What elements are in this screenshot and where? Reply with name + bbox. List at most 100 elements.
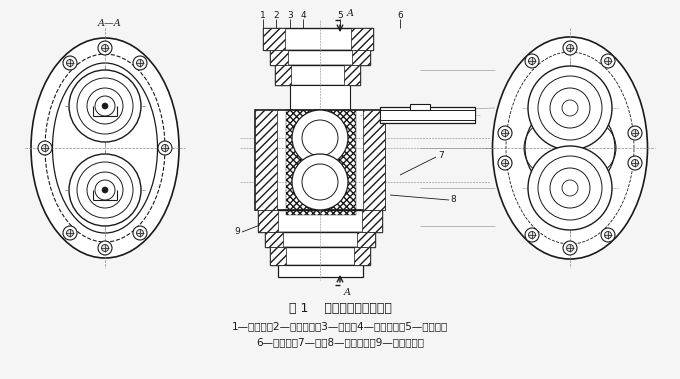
Circle shape <box>158 141 172 155</box>
Bar <box>270 50 288 65</box>
Circle shape <box>133 56 147 70</box>
Circle shape <box>566 44 573 52</box>
Text: 1: 1 <box>260 11 266 20</box>
Ellipse shape <box>31 38 179 258</box>
Bar <box>352 50 370 65</box>
Text: A: A <box>344 288 351 297</box>
Circle shape <box>628 126 642 140</box>
Circle shape <box>95 180 115 200</box>
Circle shape <box>566 244 573 252</box>
Bar <box>351 28 373 50</box>
Circle shape <box>98 41 112 55</box>
Circle shape <box>98 241 112 255</box>
Bar <box>265 232 375 247</box>
Circle shape <box>162 144 169 152</box>
Circle shape <box>137 230 143 236</box>
Bar <box>380 107 475 123</box>
Circle shape <box>562 100 578 116</box>
Bar <box>362 210 382 232</box>
Circle shape <box>550 88 590 128</box>
Text: 8: 8 <box>450 196 456 205</box>
Bar <box>270 50 370 65</box>
Circle shape <box>502 130 509 136</box>
Circle shape <box>601 228 615 242</box>
Bar <box>258 210 278 232</box>
Circle shape <box>632 160 639 166</box>
Text: 2: 2 <box>273 11 279 20</box>
Text: 图 1    外噌合齿轮泵的结构: 图 1 外噌合齿轮泵的结构 <box>288 302 392 315</box>
Text: 5: 5 <box>337 11 343 20</box>
Circle shape <box>292 110 348 166</box>
Circle shape <box>67 60 73 66</box>
Bar <box>354 247 370 265</box>
Circle shape <box>63 226 77 240</box>
Bar <box>290 85 350 110</box>
Circle shape <box>525 228 539 242</box>
Text: 1—后泵盖；2—滚针轴承；3—泵体；4—主动齿轮；5—前泵盖；: 1—后泵盖；2—滚针轴承；3—泵体；4—主动齿轮；5—前泵盖； <box>232 321 448 331</box>
Bar <box>380 110 475 120</box>
Bar <box>270 247 370 265</box>
Circle shape <box>67 230 73 236</box>
Circle shape <box>605 58 611 64</box>
Bar <box>263 28 373 50</box>
Circle shape <box>77 78 133 134</box>
Bar <box>258 210 382 232</box>
Circle shape <box>69 154 141 226</box>
Circle shape <box>63 56 77 70</box>
Circle shape <box>562 180 578 196</box>
Circle shape <box>498 156 512 170</box>
Circle shape <box>525 54 539 68</box>
Circle shape <box>69 70 141 142</box>
Circle shape <box>41 144 48 152</box>
Circle shape <box>302 164 338 200</box>
Circle shape <box>101 244 109 252</box>
Circle shape <box>77 162 133 218</box>
Circle shape <box>528 232 536 238</box>
Bar <box>357 232 375 247</box>
Circle shape <box>628 156 642 170</box>
Circle shape <box>102 103 108 109</box>
Text: 6—传动轴；7—键；8—从动齿轮；9—环形卸载槽: 6—传动轴；7—键；8—从动齿轮；9—环形卸载槽 <box>256 337 424 347</box>
Circle shape <box>605 232 611 238</box>
Bar <box>275 65 291 85</box>
Bar <box>286 110 356 215</box>
Circle shape <box>563 241 577 255</box>
Circle shape <box>101 44 109 52</box>
Bar <box>255 110 385 210</box>
Circle shape <box>632 130 639 136</box>
Text: 7: 7 <box>438 150 444 160</box>
Circle shape <box>133 226 147 240</box>
Circle shape <box>38 141 52 155</box>
Circle shape <box>102 187 108 193</box>
Circle shape <box>528 66 612 150</box>
Circle shape <box>87 88 123 124</box>
Ellipse shape <box>492 37 647 259</box>
Circle shape <box>550 168 590 208</box>
Circle shape <box>502 160 509 166</box>
Circle shape <box>563 41 577 55</box>
Bar <box>265 232 283 247</box>
Circle shape <box>87 172 123 208</box>
Bar <box>278 265 363 277</box>
Text: A—A: A—A <box>98 19 122 28</box>
Circle shape <box>498 126 512 140</box>
Text: A: A <box>347 9 354 18</box>
Circle shape <box>528 58 536 64</box>
Circle shape <box>538 76 602 140</box>
Bar <box>363 110 385 210</box>
Bar <box>270 247 286 265</box>
Bar <box>410 104 430 110</box>
Text: 6: 6 <box>397 11 403 20</box>
Text: 3: 3 <box>287 11 293 20</box>
Bar <box>263 28 285 50</box>
Circle shape <box>302 120 338 156</box>
Ellipse shape <box>52 63 158 233</box>
Circle shape <box>95 96 115 116</box>
Circle shape <box>292 154 348 210</box>
Circle shape <box>538 156 602 220</box>
Text: 4: 4 <box>300 11 306 20</box>
Circle shape <box>601 54 615 68</box>
Bar <box>344 65 360 85</box>
Bar <box>275 65 360 85</box>
Bar <box>255 110 277 210</box>
